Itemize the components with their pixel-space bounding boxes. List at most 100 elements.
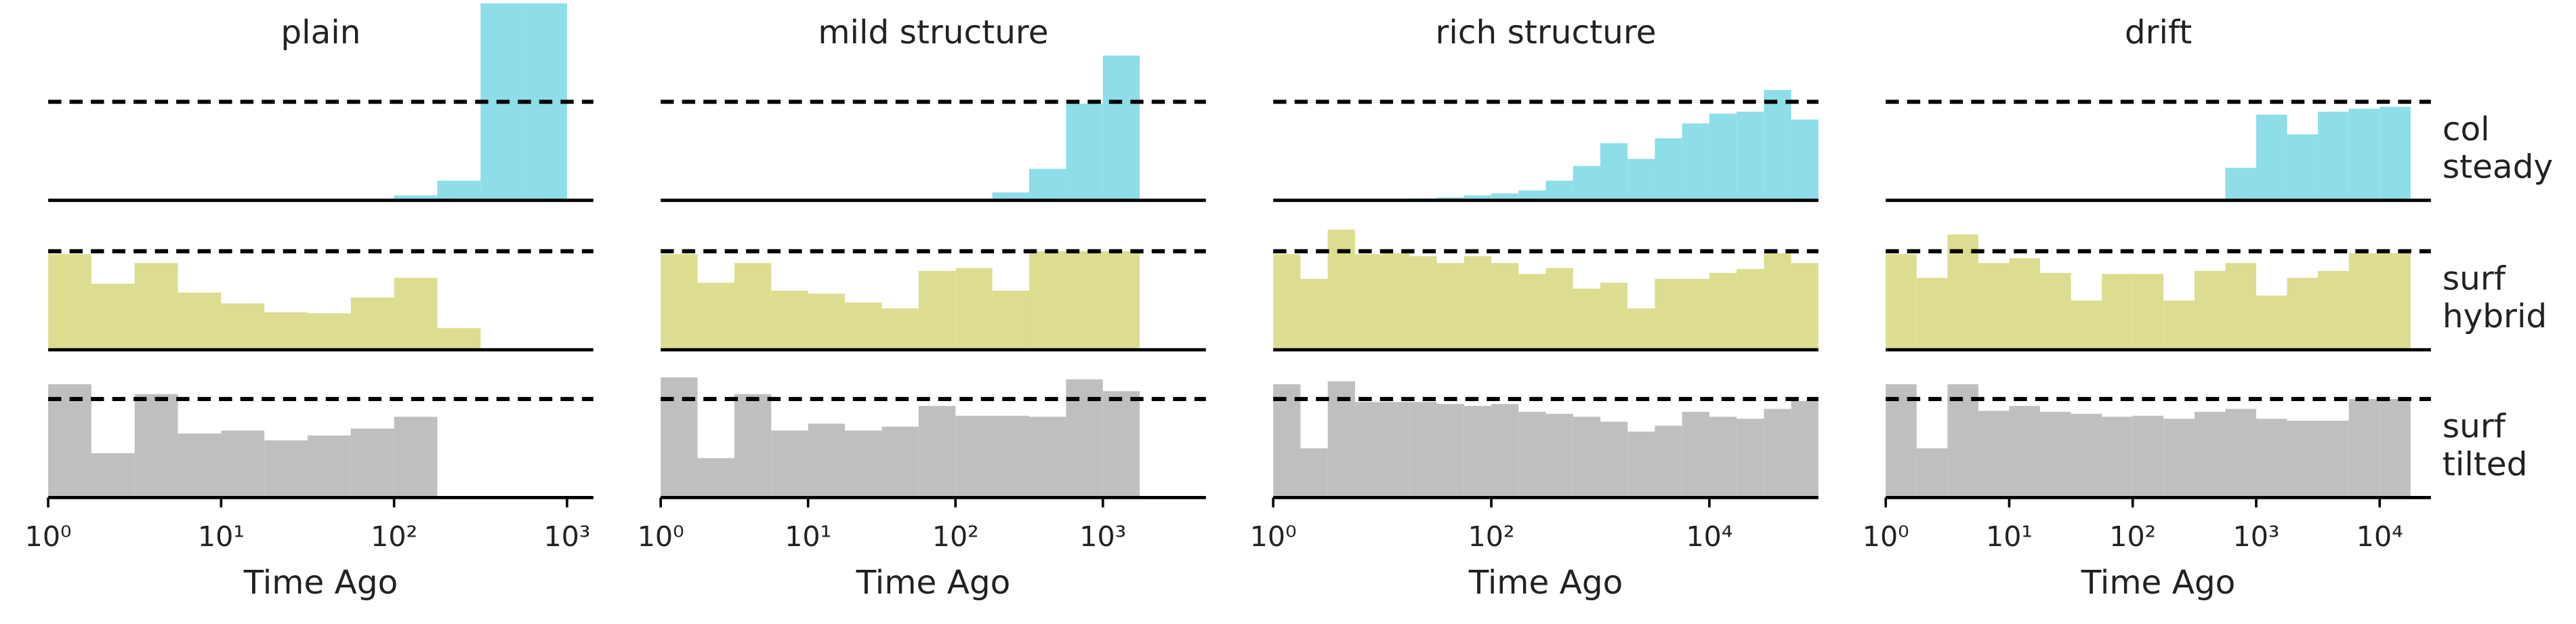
histogram-bar (2071, 413, 2102, 498)
x-tick-label: 10⁴ (2356, 520, 2403, 553)
histogram-bar (2071, 300, 2102, 350)
histogram-bar (1409, 402, 1437, 498)
histogram-bar (1327, 229, 1355, 350)
histogram-bar (1518, 274, 1546, 350)
histogram-bar (2318, 111, 2349, 201)
histogram-bar (1382, 402, 1410, 498)
histogram-bar (1947, 234, 1978, 350)
x-tick-label: 10⁰ (638, 520, 684, 553)
histogram-bar (1491, 404, 1519, 498)
histogram-bar (2225, 409, 2256, 498)
x-tick-label: 10¹ (785, 520, 831, 553)
histogram-bar (134, 394, 178, 498)
histogram-bar (1978, 411, 2010, 498)
histogram-bar (697, 458, 734, 498)
histogram-bar (1573, 289, 1600, 350)
histogram-bar (1518, 190, 1546, 201)
histogram-bar (437, 328, 481, 350)
histogram-bar (2318, 270, 2349, 350)
row-label: surf (2443, 408, 2506, 446)
histogram-bar (881, 426, 919, 498)
histogram-bar (91, 453, 135, 498)
histogram-bar (845, 302, 882, 350)
histogram-bar (1682, 411, 1709, 498)
histogram-bar (1709, 113, 1737, 201)
histogram-bar (992, 415, 1029, 498)
x-tick-label: 10¹ (1986, 520, 2033, 553)
histogram-bar (1545, 268, 1573, 350)
histogram-bar (1066, 104, 1103, 201)
histogram-bar (2348, 253, 2380, 350)
histogram-bar (1491, 193, 1519, 201)
histogram-bar (1573, 417, 1600, 498)
row-label: steady (2443, 148, 2553, 186)
histogram-bar (955, 415, 993, 498)
histogram-bar (2163, 300, 2195, 350)
histogram-bar (1682, 123, 1709, 201)
histogram-bar (1600, 283, 1628, 350)
histogram-bar (881, 308, 919, 350)
histogram-bar (1791, 119, 1819, 201)
histogram-bar (1463, 406, 1492, 498)
x-tick-label: 10³ (1079, 520, 1126, 553)
histogram-bar (845, 430, 882, 498)
x-tick-label: 10¹ (198, 520, 245, 553)
row-label: tilted (2443, 445, 2528, 483)
histogram-bar (394, 195, 438, 201)
histogram-bar (1029, 251, 1066, 350)
histogram-bar (1066, 251, 1103, 350)
histogram-bar (350, 428, 394, 498)
histogram-bar (2040, 411, 2071, 498)
row-label: col (2443, 110, 2490, 148)
histogram-bar (955, 268, 993, 350)
histogram-bar (2102, 274, 2133, 350)
x-tick-label: 10² (2109, 520, 2156, 553)
histogram-bar (1709, 417, 1737, 498)
x-axis-label: Time Ago (2081, 564, 2236, 602)
histogram-bar (2287, 420, 2319, 498)
x-tick-label: 10⁴ (1686, 520, 1732, 553)
x-tick-label: 10⁰ (1863, 520, 1909, 553)
histogram-bar (1545, 413, 1573, 498)
histogram-bar (308, 435, 351, 498)
x-tick-label: 10³ (543, 520, 590, 553)
histogram-bar (1273, 384, 1301, 498)
histogram-bar (808, 293, 846, 350)
histogram-bar (134, 263, 178, 350)
histogram-bar (2194, 270, 2226, 350)
histogram-bar (178, 433, 222, 498)
histogram-bar (1682, 278, 1709, 350)
histogram-bar (1029, 417, 1066, 498)
histogram-bar (1764, 409, 1791, 498)
histogram-bar (1029, 169, 1066, 201)
histogram-bar (91, 283, 135, 350)
column-title: plain (281, 14, 360, 51)
histogram-bar (48, 254, 91, 350)
histogram-bar (1436, 404, 1464, 498)
histogram-bar (1978, 263, 2010, 350)
histogram-bar (1354, 402, 1383, 498)
histogram-bar (1886, 384, 1917, 498)
x-tick-label: 10³ (2233, 520, 2280, 553)
histogram-bar (1655, 138, 1682, 201)
histogram-bar (394, 278, 438, 350)
histogram-bar (734, 394, 772, 498)
histogram-bar (1916, 448, 1948, 498)
column-title: rich structure (1435, 14, 1656, 51)
histogram-bar (661, 377, 698, 498)
histogram-bar (1573, 165, 1600, 201)
histogram-bar (1382, 253, 1410, 350)
histogram-bar (1300, 448, 1328, 498)
histogram-bar (221, 430, 265, 498)
histogram-bar (2380, 398, 2411, 498)
histogram-bar (2163, 419, 2195, 498)
histogram-bar (1947, 384, 1978, 498)
row-label: hybrid (2443, 297, 2547, 335)
histogram-bar (771, 430, 808, 498)
histogram-bar (2009, 406, 2041, 498)
histogram-bar (734, 263, 772, 350)
column-title: drift (2125, 14, 2192, 51)
histogram-bar (2287, 134, 2319, 201)
